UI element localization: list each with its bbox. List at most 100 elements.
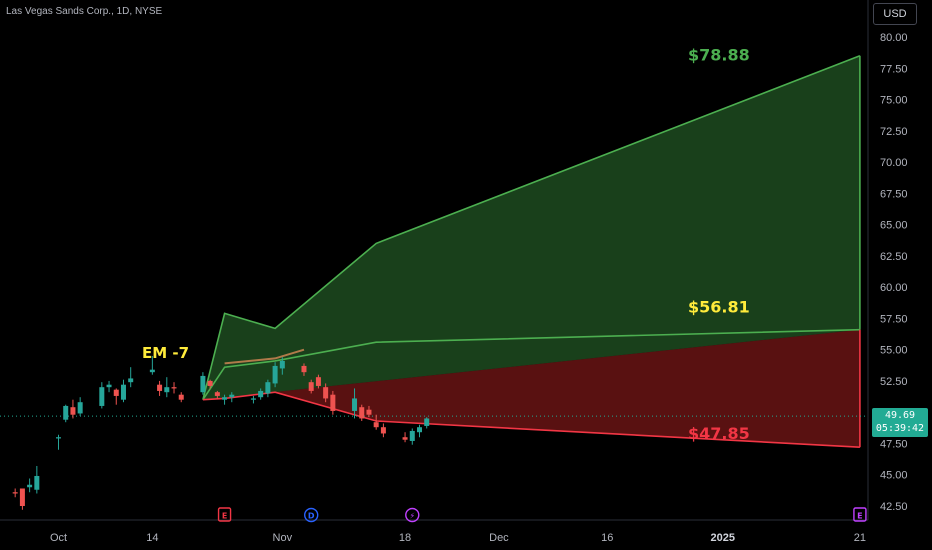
- candle-body: [402, 437, 408, 440]
- last-price: 49.69: [884, 410, 916, 421]
- candle-body: [229, 394, 235, 398]
- mid-target-label: $56.81: [688, 298, 750, 317]
- split-icon: [405, 507, 420, 523]
- x-tick-label: 18: [399, 532, 411, 544]
- candlesticks: [12, 355, 430, 510]
- x-tick-label: Nov: [273, 532, 293, 544]
- candle: [207, 379, 213, 389]
- y-tick-label: 55.00: [880, 345, 908, 357]
- candle-body: [359, 407, 365, 419]
- candle: [380, 423, 386, 438]
- event-marker[interactable]: E: [853, 507, 867, 522]
- candle: [272, 362, 278, 388]
- x-tick-label: 14: [146, 532, 158, 544]
- x-tick-label: Oct: [50, 532, 67, 544]
- candle-body: [330, 394, 336, 411]
- candle: [63, 404, 69, 423]
- candle-body: [352, 398, 358, 411]
- candle: [258, 388, 264, 400]
- chart-title: Las Vegas Sands Corp., 1D, NYSE: [6, 6, 163, 17]
- candle-body: [164, 387, 170, 393]
- candle-body: [99, 387, 105, 406]
- candle-body: [380, 427, 386, 434]
- candle: [106, 380, 112, 393]
- candle: [373, 414, 379, 430]
- event-marker[interactable]: E: [217, 507, 232, 522]
- em-label: EM -7: [142, 344, 189, 362]
- candle: [250, 395, 256, 404]
- dividend-icon: [304, 507, 319, 523]
- candle: [178, 392, 184, 403]
- candle-body: [12, 492, 18, 494]
- candle: [70, 399, 76, 419]
- candle-body: [424, 418, 430, 426]
- candle-body: [27, 484, 33, 488]
- y-tick-label: 67.50: [880, 188, 908, 200]
- bar-countdown: 05:39:42: [875, 423, 925, 434]
- upper-band-line: [202, 55, 861, 400]
- expected-move-bands: [202, 55, 861, 448]
- candle: [222, 394, 228, 405]
- candle-body: [301, 365, 307, 373]
- upper-target-label: $78.88: [688, 46, 750, 65]
- candle-body: [200, 375, 206, 393]
- candle-body: [323, 387, 329, 399]
- candle-body: [19, 488, 25, 506]
- candle: [352, 388, 358, 419]
- candle-body: [157, 384, 163, 391]
- candle-body: [77, 402, 83, 414]
- candle-body: [120, 384, 126, 400]
- chart-labels: $78.88 $56.81 $47.85 EM -7: [142, 46, 750, 444]
- candle-body: [113, 389, 119, 396]
- candle: [56, 434, 61, 450]
- currency-button[interactable]: USD: [873, 3, 917, 25]
- event-markers[interactable]: E D ⚡ E: [217, 507, 867, 523]
- candle: [99, 382, 105, 409]
- candle-body: [178, 394, 184, 400]
- candle: [214, 390, 220, 399]
- candle: [77, 397, 83, 416]
- candle: [424, 417, 430, 429]
- candle: [12, 488, 18, 498]
- y-axis[interactable]: 80.00 77.50 75.00 72.50 70.00 67.50 65.00 62.50…: [867, 0, 908, 520]
- candle-body: [128, 378, 134, 383]
- y-tick-label: 65.00: [880, 220, 908, 232]
- candle-body: [70, 407, 76, 415]
- y-tick-label: 62.50: [880, 251, 908, 263]
- mid-line: [202, 328, 860, 401]
- y-tick-label: 70.00: [880, 157, 908, 169]
- candle: [200, 372, 206, 395]
- candle: [402, 432, 408, 443]
- candle: [417, 424, 422, 438]
- y-tick-label: 60.00: [880, 282, 908, 294]
- candle-body: [265, 382, 271, 394]
- candle: [265, 379, 271, 398]
- candle-body: [171, 387, 177, 389]
- candle: [128, 367, 134, 388]
- x-axis[interactable]: Oct14Nov18Dec16202521Feb18: [0, 519, 932, 544]
- y-tick-label: 42.50: [880, 501, 908, 513]
- candle-body: [315, 377, 321, 386]
- candle-body: [279, 360, 285, 369]
- candle: [149, 355, 155, 375]
- candle: [315, 374, 321, 389]
- earnings-icon: [217, 507, 232, 522]
- lower-band-line: [202, 391, 860, 448]
- y-tick-label: 80.00: [880, 32, 908, 44]
- candle: [301, 363, 307, 376]
- candle-body: [63, 405, 69, 420]
- event-marker[interactable]: ⚡: [405, 507, 420, 523]
- candle-body: [214, 392, 220, 396]
- y-tick-label: 45.00: [880, 470, 908, 482]
- candle-body: [149, 369, 155, 373]
- em-overlay-line: [224, 348, 305, 365]
- x-tick-label: 21: [854, 532, 866, 544]
- candle-body: [207, 380, 213, 386]
- event-marker-label: D: [308, 512, 315, 521]
- last-price-badge: 49.69 05:39:42: [872, 408, 928, 437]
- candle: [113, 388, 119, 405]
- event-marker[interactable]: D: [304, 507, 319, 523]
- candle: [359, 404, 365, 421]
- candle: [19, 488, 25, 510]
